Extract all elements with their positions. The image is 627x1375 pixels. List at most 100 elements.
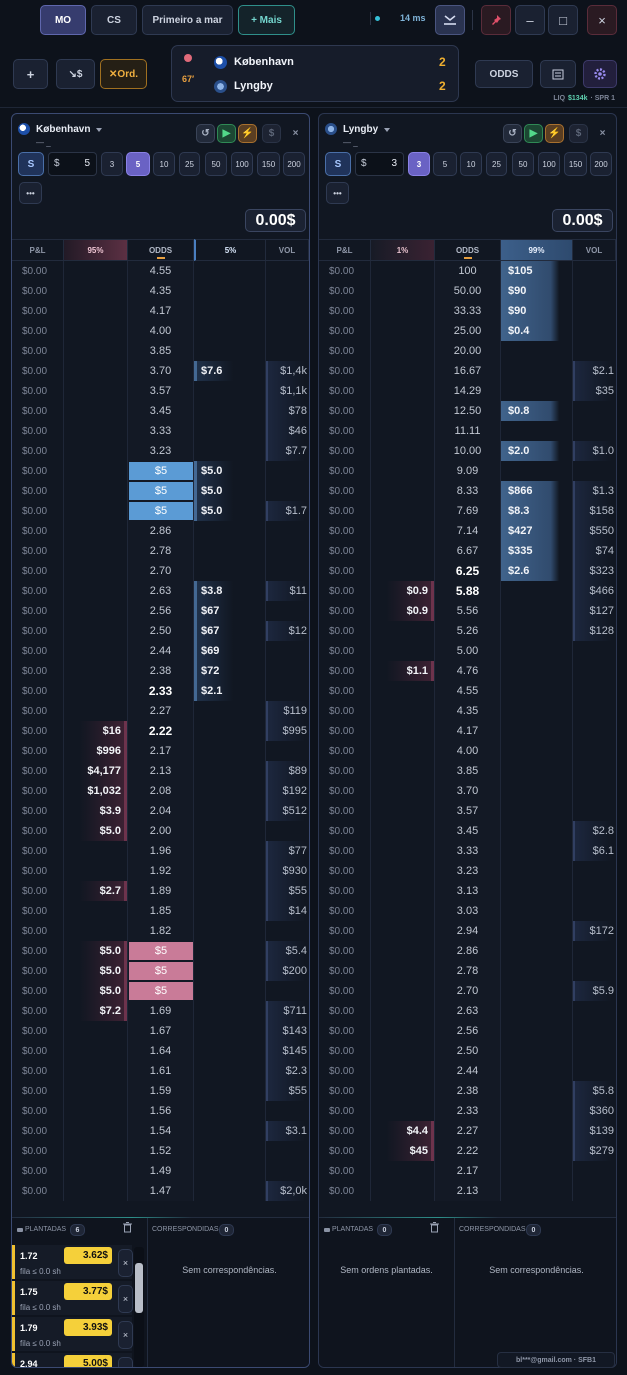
lay-cell[interactable]: [194, 901, 266, 921]
stake-preset[interactable]: 150: [564, 152, 587, 176]
lay-cell[interactable]: [501, 341, 573, 361]
lay-cell[interactable]: [194, 421, 266, 441]
back-cell[interactable]: [64, 281, 128, 301]
back-cell[interactable]: [371, 781, 435, 801]
odds-value[interactable]: $5: [129, 942, 193, 960]
back-cell[interactable]: [371, 361, 435, 381]
panel-tool[interactable]: ×: [599, 128, 606, 139]
lay-cell[interactable]: [194, 1021, 266, 1041]
lay-cell[interactable]: [194, 721, 266, 741]
lay-cell[interactable]: [501, 941, 573, 961]
stake-preset[interactable]: 25: [486, 152, 507, 176]
lay-cell[interactable]: [501, 361, 573, 381]
lay-cell[interactable]: [501, 821, 573, 841]
back-cell[interactable]: [64, 421, 128, 441]
lay-cell[interactable]: [501, 1021, 573, 1041]
back-cell[interactable]: [371, 881, 435, 901]
lay-cell[interactable]: [501, 1061, 573, 1081]
back-cell[interactable]: [64, 501, 128, 521]
back-cell[interactable]: [64, 461, 128, 481]
window-button[interactable]: –: [515, 5, 545, 35]
back-cell[interactable]: [371, 1161, 435, 1181]
back-cell[interactable]: [371, 1001, 435, 1021]
back-cell[interactable]: [64, 621, 128, 641]
back-cell[interactable]: $1.1: [371, 661, 435, 681]
panel-tool[interactable]: $: [569, 124, 588, 143]
back-cell[interactable]: [371, 821, 435, 841]
lay-cell[interactable]: [194, 861, 266, 881]
lay-cell[interactable]: [501, 981, 573, 1001]
stake-preset[interactable]: 5: [126, 152, 150, 176]
back-cell[interactable]: [64, 521, 128, 541]
back-cell[interactable]: [64, 341, 128, 361]
back-cell[interactable]: [64, 1081, 128, 1101]
stake-preset[interactable]: 200: [283, 152, 305, 176]
back-cell[interactable]: $996: [64, 741, 128, 761]
tab[interactable]: CS: [91, 5, 137, 35]
stake-preset[interactable]: 50: [205, 152, 227, 176]
lay-cell[interactable]: [194, 321, 266, 341]
back-cell[interactable]: $4.4: [371, 1121, 435, 1141]
lay-cell[interactable]: $67: [194, 601, 266, 621]
back-cell[interactable]: [371, 561, 435, 581]
stake-preset[interactable]: 50: [512, 152, 534, 176]
cancel-order[interactable]: ×: [118, 1321, 133, 1349]
panel-tool[interactable]: ⚡: [238, 124, 257, 143]
stake-preset[interactable]: 25: [179, 152, 200, 176]
back-cell[interactable]: [371, 501, 435, 521]
back-cell[interactable]: [64, 541, 128, 561]
lay-cell[interactable]: [501, 781, 573, 801]
lay-cell[interactable]: [501, 801, 573, 821]
lay-cell[interactable]: $5.0: [194, 501, 266, 521]
lay-cell[interactable]: [194, 761, 266, 781]
lay-cell[interactable]: $0.8: [501, 401, 573, 421]
lay-cell[interactable]: $105: [501, 261, 573, 281]
back-cell[interactable]: [371, 721, 435, 741]
back-cell[interactable]: [371, 541, 435, 561]
back-cell[interactable]: [371, 921, 435, 941]
lay-cell[interactable]: [501, 701, 573, 721]
lay-cell[interactable]: [501, 861, 573, 881]
tool-button[interactable]: ↘$: [56, 59, 95, 89]
back-cell[interactable]: [371, 861, 435, 881]
stake-preset[interactable]: 10: [153, 152, 175, 176]
list-button[interactable]: [540, 60, 576, 88]
back-cell[interactable]: [371, 801, 435, 821]
back-cell[interactable]: [371, 841, 435, 861]
back-cell[interactable]: $16: [64, 721, 128, 741]
window-button[interactable]: □: [548, 5, 578, 35]
lay-cell[interactable]: [501, 1121, 573, 1141]
back-cell[interactable]: [371, 401, 435, 421]
back-cell[interactable]: [64, 1121, 128, 1141]
back-cell[interactable]: [64, 301, 128, 321]
back-cell[interactable]: [371, 981, 435, 1001]
lay-cell[interactable]: [194, 441, 266, 461]
lay-cell[interactable]: [501, 1181, 573, 1201]
back-cell[interactable]: [371, 341, 435, 361]
stake-preset[interactable]: 200: [590, 152, 612, 176]
lay-cell[interactable]: [501, 641, 573, 661]
back-cell[interactable]: [371, 321, 435, 341]
lay-cell[interactable]: [501, 1101, 573, 1121]
back-cell[interactable]: [64, 1161, 128, 1181]
panel-tool[interactable]: ⚡: [545, 124, 564, 143]
lay-cell[interactable]: [194, 1181, 266, 1201]
panel-tool[interactable]: $: [262, 124, 281, 143]
lay-cell[interactable]: $5.0: [194, 461, 266, 481]
back-cell[interactable]: [64, 361, 128, 381]
lay-cell[interactable]: [194, 1001, 266, 1021]
lay-cell[interactable]: $5.0: [194, 481, 266, 501]
lay-cell[interactable]: [501, 841, 573, 861]
stake-preset[interactable]: 100: [538, 152, 560, 176]
pin-button[interactable]: [481, 5, 511, 35]
back-cell[interactable]: [64, 581, 128, 601]
back-cell[interactable]: [64, 861, 128, 881]
back-cell[interactable]: [64, 1101, 128, 1121]
back-cell[interactable]: [371, 301, 435, 321]
lay-cell[interactable]: $7.6: [194, 361, 266, 381]
lay-cell[interactable]: $866: [501, 481, 573, 501]
stake-preset[interactable]: 100: [231, 152, 253, 176]
lay-cell[interactable]: $72: [194, 661, 266, 681]
back-cell[interactable]: [371, 701, 435, 721]
stake-preset[interactable]: 5: [433, 152, 457, 176]
